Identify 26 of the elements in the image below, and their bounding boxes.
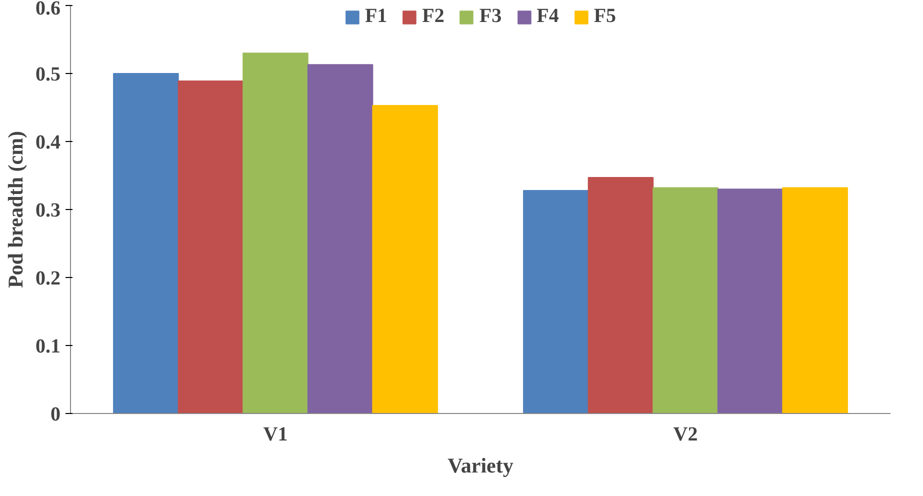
legend-label: F2 bbox=[422, 5, 444, 28]
bar bbox=[588, 177, 654, 414]
bar bbox=[242, 52, 308, 414]
legend-label: F4 bbox=[536, 5, 559, 28]
bar bbox=[523, 190, 589, 414]
bar bbox=[652, 187, 718, 414]
bar bbox=[717, 188, 784, 414]
y-tick-label: 0 bbox=[50, 404, 60, 426]
legend-label: F1 bbox=[364, 5, 388, 28]
y-tick-label: 0.2 bbox=[36, 268, 60, 290]
y-tick-label: 0.3 bbox=[36, 200, 60, 222]
x-tick-label: V1 bbox=[263, 424, 288, 446]
bar bbox=[113, 73, 179, 414]
x-tick-label: V2 bbox=[673, 424, 698, 446]
legend-label: F3 bbox=[479, 5, 502, 28]
y-tick-label: 0.4 bbox=[36, 132, 60, 154]
bar bbox=[178, 80, 244, 414]
legend-label: F5 bbox=[594, 5, 616, 28]
bar bbox=[782, 187, 848, 414]
y-axis-title: Pod breadth (cm) bbox=[4, 130, 28, 288]
bar bbox=[307, 64, 374, 414]
bar bbox=[372, 104, 438, 414]
x-axis-title: Variety bbox=[448, 454, 514, 478]
y-tick-label: 0.1 bbox=[36, 336, 60, 358]
y-tick-label: 0.6 bbox=[36, 0, 60, 20]
y-tick-label: 0.5 bbox=[36, 64, 60, 86]
